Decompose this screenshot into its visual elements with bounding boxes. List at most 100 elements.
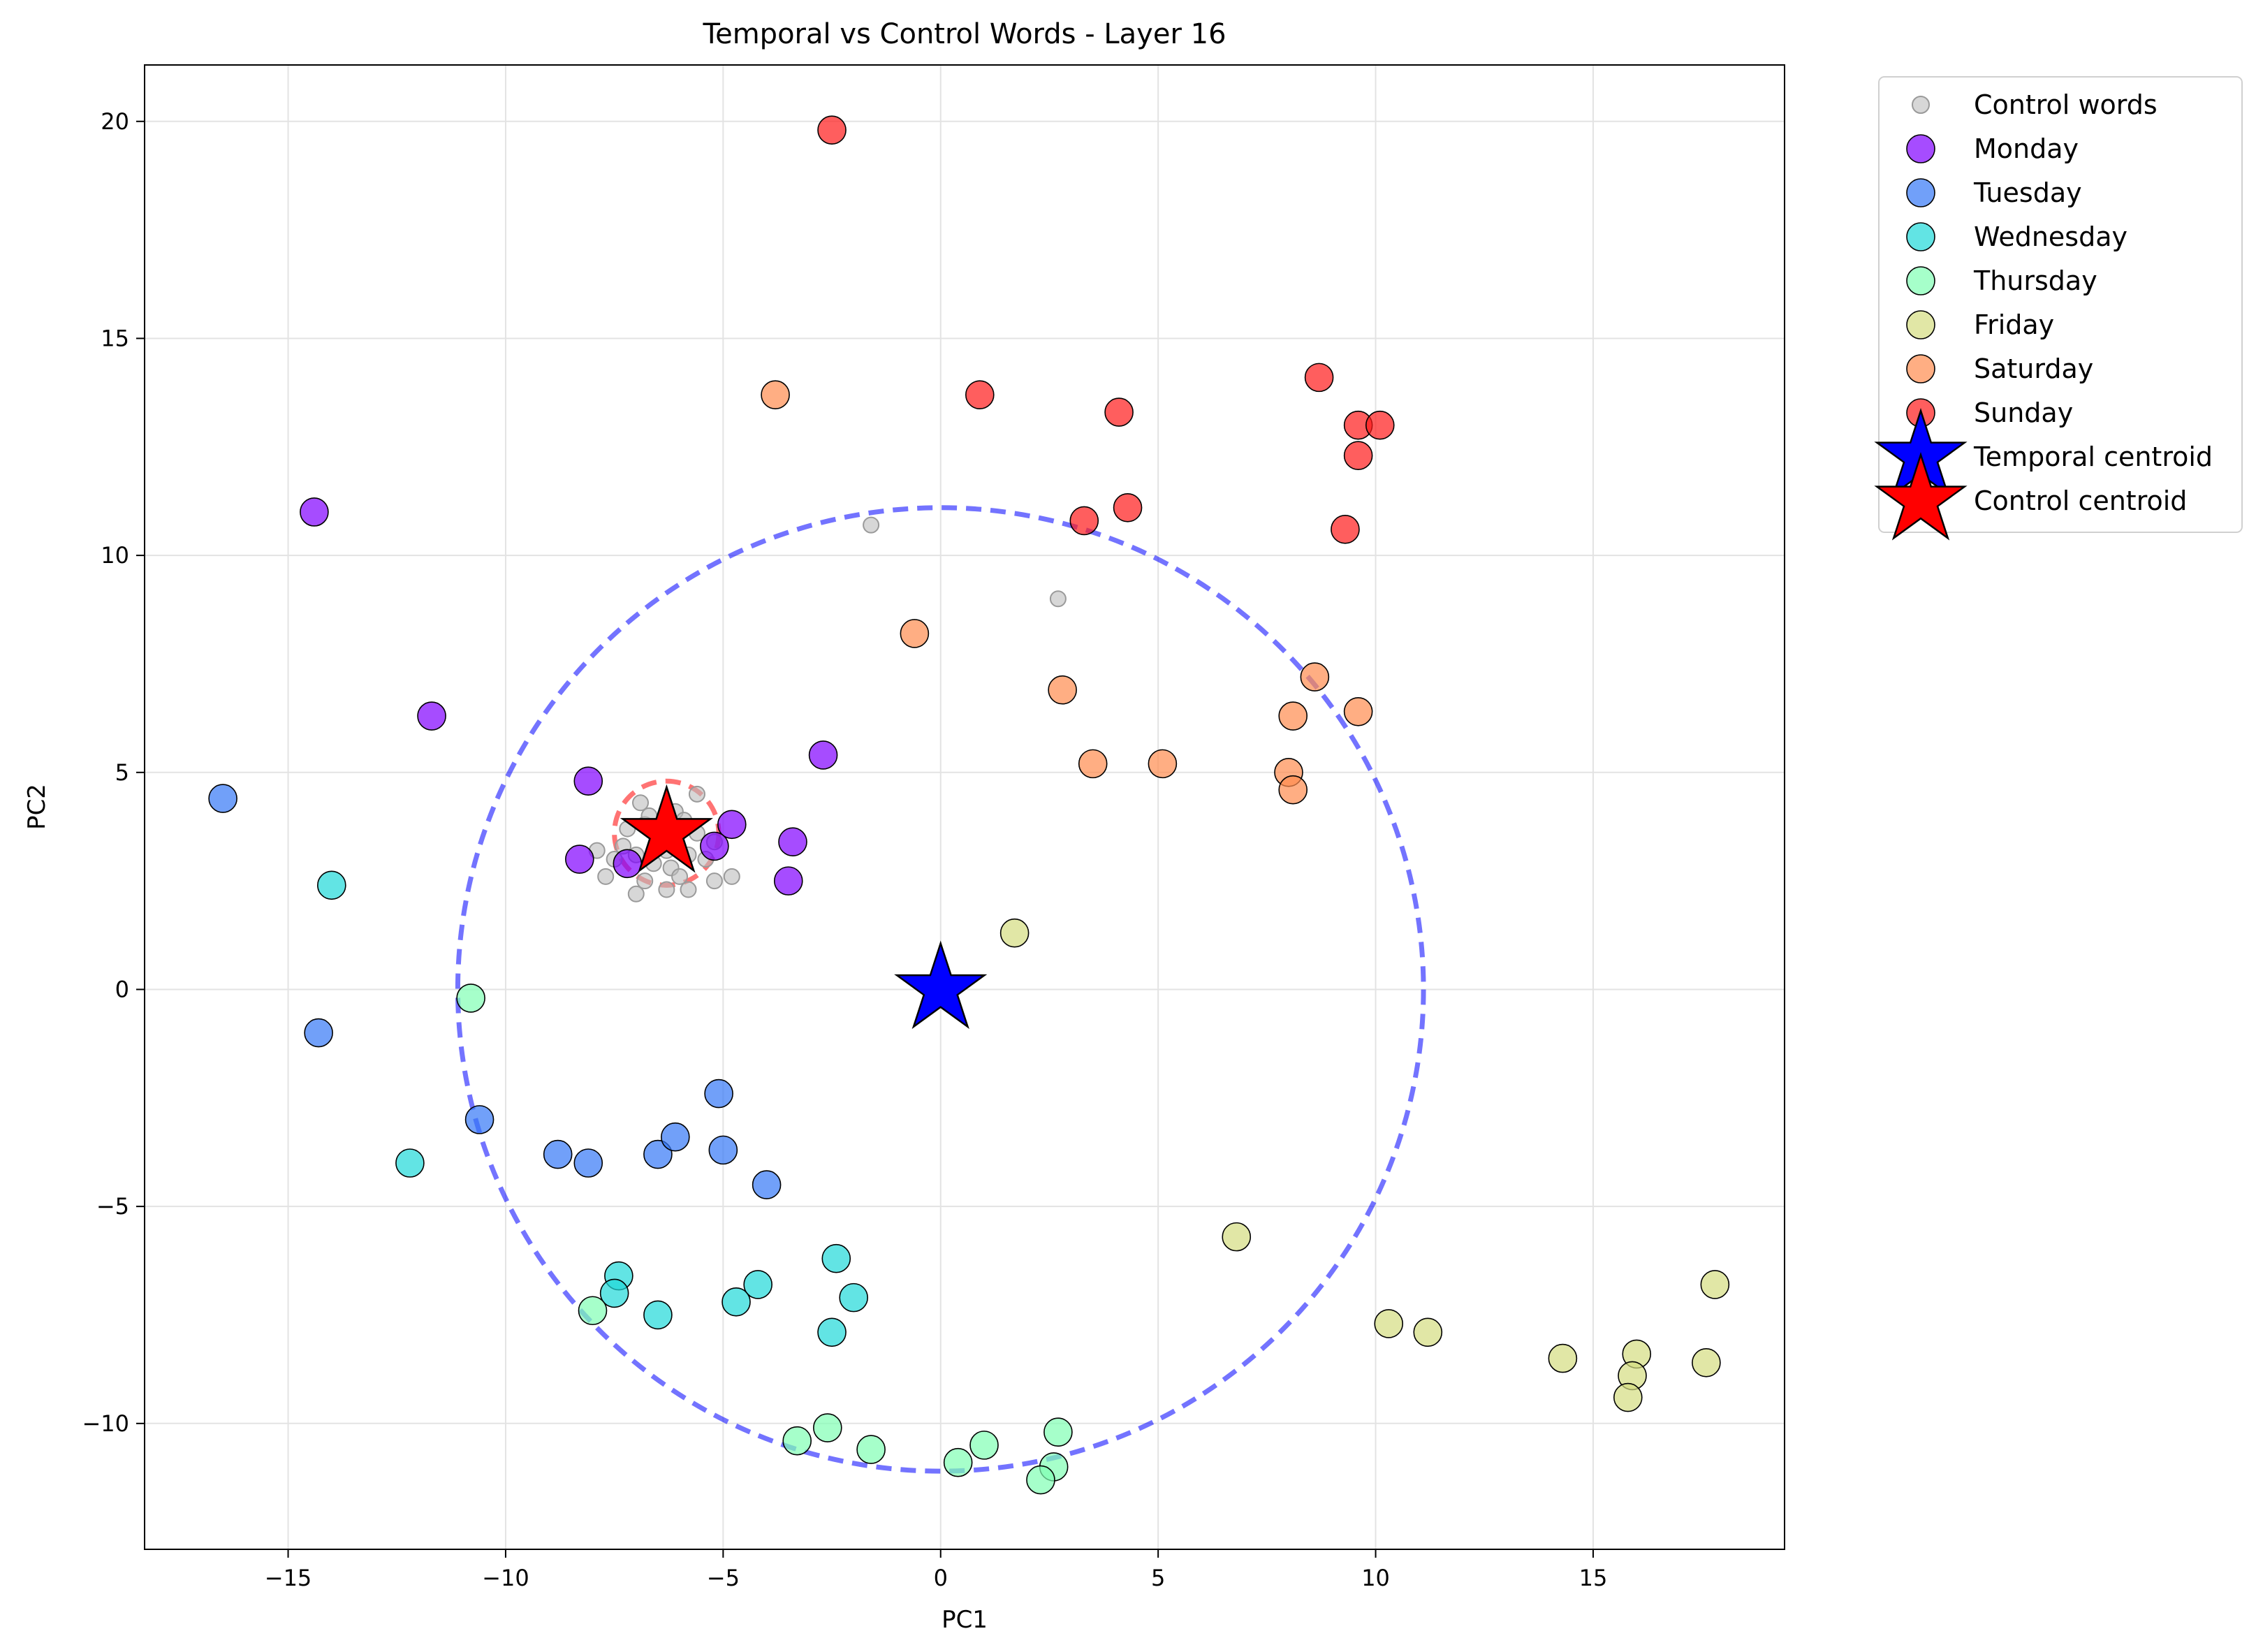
data-point [821, 1243, 851, 1273]
data-point [778, 827, 807, 857]
legend-marker [1906, 134, 1935, 163]
plot-frame [144, 64, 1785, 1550]
data-point [817, 1317, 847, 1347]
data-point [1300, 662, 1330, 692]
data-point [782, 1426, 812, 1456]
data-point [817, 115, 847, 145]
legend-label: Sunday [1974, 397, 2073, 428]
data-point [943, 1447, 973, 1477]
data-point [300, 497, 329, 527]
data-point [808, 740, 838, 770]
data-point [1278, 701, 1308, 731]
data-point [1048, 675, 1077, 705]
x-tick-label: 15 [1579, 1565, 1608, 1591]
y-tick-label: 0 [115, 976, 129, 1002]
data-point [1365, 410, 1395, 440]
legend-label: Thursday [1973, 265, 2097, 296]
data-point [1078, 749, 1108, 779]
data-point [636, 872, 654, 890]
legend-marker [1906, 178, 1935, 207]
data-point [761, 380, 790, 410]
legend-label: Control centroid [1974, 485, 2187, 516]
data-point [1413, 1317, 1443, 1347]
x-tick-label: 0 [934, 1565, 948, 1591]
legend-label: Wednesday [1974, 221, 2127, 252]
data-point [597, 868, 615, 885]
data-point [1343, 697, 1373, 726]
data-point [1692, 1348, 1721, 1377]
x-axis-ticks: −15 −10 −5 0 5 10 15 [265, 1549, 1608, 1591]
data-point [999, 918, 1030, 948]
data-point [464, 1105, 495, 1134]
data-point [1222, 1222, 1252, 1252]
legend-label: Temporal centroid [1973, 441, 2213, 472]
y-tick-label: −10 [82, 1410, 129, 1437]
data-point [722, 1287, 751, 1317]
x-tick-label: −15 [265, 1565, 312, 1591]
data-point [688, 785, 705, 803]
x-tick-label: 5 [1151, 1565, 1165, 1591]
data-point [1113, 492, 1143, 522]
data-point [1374, 1309, 1404, 1338]
y-axis-label: PC2 [23, 784, 51, 830]
legend-marker [1906, 310, 1935, 339]
data-point [863, 516, 880, 534]
data-point [643, 1139, 673, 1169]
legend-label: Control words [1974, 89, 2158, 120]
chart-title: Temporal vs Control Words - Layer 16 [702, 18, 1226, 50]
temporal-centroid-star [894, 940, 988, 1030]
legend-marker [1912, 96, 1930, 114]
temporal-radius-circle [455, 505, 1426, 1474]
x-tick-label: −10 [482, 1565, 529, 1591]
plot-area [208, 115, 1730, 1495]
data-point [700, 831, 729, 861]
control-centroid-star [620, 784, 713, 873]
data-point [565, 845, 594, 874]
data-point [317, 870, 346, 900]
x-axis-label: PC1 [942, 1606, 988, 1634]
legend-label: Tuesday [1973, 177, 2082, 208]
data-point [1148, 749, 1178, 779]
data-point [578, 1296, 608, 1326]
y-tick-label: 15 [101, 325, 129, 351]
data-point [704, 1079, 733, 1109]
data-point [1548, 1343, 1578, 1373]
data-point [643, 1300, 673, 1330]
data-point [573, 1148, 603, 1178]
data-point [969, 1431, 999, 1460]
data-point [1343, 441, 1373, 471]
y-tick-label: 20 [101, 108, 129, 135]
legend-label: Monday [1974, 133, 2079, 164]
data-point [395, 1148, 425, 1178]
data-point [900, 619, 930, 648]
data-point [658, 881, 675, 898]
data-point [813, 1413, 842, 1442]
data-point [543, 1139, 573, 1169]
data-point [717, 810, 747, 840]
data-point [456, 984, 485, 1013]
data-points [208, 115, 1730, 1495]
legend-marker [1874, 451, 1968, 541]
data-point [1069, 506, 1099, 536]
legend-marker [1906, 222, 1935, 251]
data-point [1043, 1417, 1073, 1447]
data-point [1331, 515, 1360, 544]
data-point [723, 868, 740, 885]
legend: Control words Monday Tuesday Wednesday Thurs… [1874, 76, 2243, 541]
y-tick-label: −5 [96, 1193, 129, 1220]
data-point [661, 1122, 690, 1152]
x-tick-label: −5 [707, 1565, 740, 1591]
data-point [417, 701, 446, 731]
data-point [632, 794, 650, 812]
data-point [965, 380, 995, 410]
data-point [856, 1435, 886, 1464]
data-point [304, 1018, 333, 1048]
y-axis-ticks: −10 −5 0 5 10 15 20 [82, 108, 145, 1437]
data-point [1304, 363, 1334, 393]
data-point [743, 1270, 772, 1299]
data-point [680, 881, 697, 898]
data-point [773, 866, 803, 896]
data-point [708, 1135, 738, 1165]
y-tick-label: 5 [115, 759, 129, 786]
